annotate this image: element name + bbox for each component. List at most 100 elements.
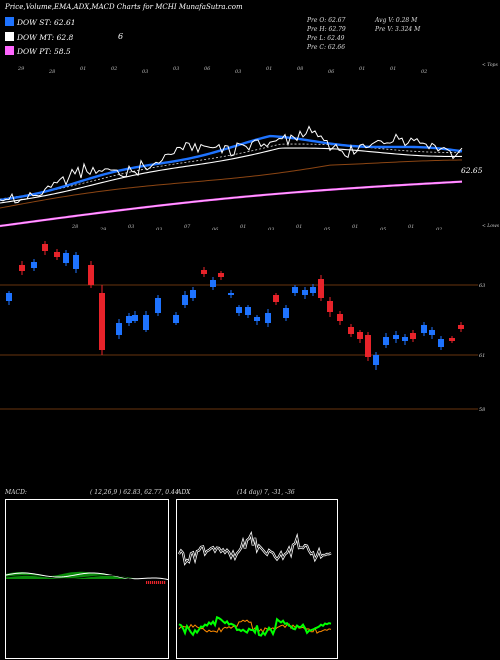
top-marker: 03 xyxy=(235,69,241,75)
candle-body xyxy=(73,255,79,269)
info-low: Pre L: 62.49 xyxy=(307,35,345,42)
legend-pt-label: DOW PT: 58.5 xyxy=(17,47,71,56)
top-marker: 08 xyxy=(297,66,303,72)
candle-body xyxy=(458,325,464,329)
macd-bar xyxy=(158,581,160,584)
legend-mt-swatch xyxy=(5,32,14,41)
st-ema-line xyxy=(0,134,463,202)
top-marker: 02 xyxy=(111,66,117,72)
low-marker: 02 xyxy=(436,227,442,230)
candle-body xyxy=(402,337,408,341)
candle-body xyxy=(155,298,161,313)
top-marker: 01 xyxy=(266,66,272,72)
candle-body xyxy=(310,287,316,293)
candle-body xyxy=(245,307,251,315)
macd-bar xyxy=(146,581,148,584)
top-marker: 03 xyxy=(142,69,148,75)
info-pre-volume: Pre V: 3.324 M xyxy=(375,26,421,33)
candle-body xyxy=(116,323,122,335)
legend-st: DOW ST: 62.61 xyxy=(5,17,76,27)
di-plus-line xyxy=(178,615,332,637)
adx-line xyxy=(178,533,332,564)
candle-body xyxy=(283,308,289,318)
candle-body xyxy=(421,325,427,333)
level-label-58: 58 xyxy=(479,407,485,413)
candle-body xyxy=(42,244,48,251)
ema-low-markers: 28 29 03 03 07 06 01 03 01 05 01 05 01 02 xyxy=(71,224,442,230)
candle-body xyxy=(63,253,69,263)
candle-body xyxy=(132,315,138,321)
macd-line xyxy=(6,572,168,581)
price-label: 62.65 xyxy=(461,166,483,175)
top-marker: 29 xyxy=(17,66,25,72)
adx-values: (14 day) 7, -31, -36 xyxy=(237,489,295,496)
low-marker: 05 xyxy=(324,227,330,230)
low-marker: 01 xyxy=(408,224,414,230)
candle-body xyxy=(449,338,455,341)
top-marker: 06 xyxy=(204,66,211,72)
info-avg-volume: Avg V: 0.28 M xyxy=(375,17,418,24)
info-open: Pre O: 62.67 xyxy=(307,17,346,24)
macd-values: ( 12,26,9 ) 62.83, 62.77, 0.44 xyxy=(90,489,179,496)
pt-ema-line-inner xyxy=(0,181,463,227)
level-label-63: 63 xyxy=(479,283,485,289)
candle-body xyxy=(236,307,242,313)
info-close: Pre C: 62.66 xyxy=(307,44,346,51)
macd-signal-line xyxy=(6,575,168,584)
adx-chart xyxy=(176,499,338,659)
candle-body xyxy=(254,317,260,321)
candle-body xyxy=(126,316,132,323)
top-marker: 03 xyxy=(173,66,179,72)
candles xyxy=(6,241,464,370)
macd-bar xyxy=(162,581,164,584)
candle-body xyxy=(410,333,416,339)
candle-body xyxy=(429,330,435,335)
candle-body xyxy=(143,315,149,330)
legend-mt-extra: 6 xyxy=(118,32,124,41)
macd-bar xyxy=(152,581,154,584)
macd-bar xyxy=(164,581,166,584)
candle-body xyxy=(292,287,298,293)
low-marker: 07 xyxy=(184,224,191,230)
candle-body xyxy=(265,313,271,323)
top-marker: 01 xyxy=(359,66,365,72)
candle-body xyxy=(327,301,333,312)
legend-pt: DOW PT: 58.5 xyxy=(5,46,71,56)
low-marker: 05 xyxy=(380,227,386,230)
macd-bar xyxy=(148,581,150,584)
candle-body xyxy=(373,355,379,365)
macd-bar xyxy=(160,581,162,584)
ema-top-markers: 29 28 01 02 03 03 06 03 01 08 06 01 01 02 xyxy=(17,66,427,75)
macd-label: MACD: xyxy=(5,489,27,496)
top-marker: 28 xyxy=(48,69,55,75)
top-marker: 06 xyxy=(328,69,335,75)
info-high: Pre H: 62.79 xyxy=(307,26,346,33)
mt-ema-line xyxy=(0,147,463,204)
candle-body xyxy=(337,314,343,321)
macd-chart xyxy=(5,499,169,659)
candle-body xyxy=(173,315,179,323)
pt-ema-line xyxy=(0,180,463,228)
legend-pt-swatch xyxy=(5,46,14,55)
candle-body xyxy=(383,337,389,345)
candle-body xyxy=(318,279,324,298)
low-marker: 06 xyxy=(212,227,219,230)
candle-body xyxy=(31,262,37,268)
lt-ema-line xyxy=(0,159,463,209)
macd-bar xyxy=(156,581,158,584)
candle-body xyxy=(54,252,60,257)
legend-mt: DOW MT: 62.8 xyxy=(5,32,73,42)
candle-body xyxy=(201,270,207,274)
low-marker: 03 xyxy=(156,227,162,230)
candle-body xyxy=(88,265,94,285)
top-marker: 02 xyxy=(421,69,427,75)
candle-body xyxy=(393,335,399,339)
low-marker: 01 xyxy=(296,224,302,230)
candle-body xyxy=(357,332,363,339)
top-marker: 01 xyxy=(80,66,86,72)
macd-bar xyxy=(154,581,156,584)
macd-histogram-bars xyxy=(146,581,166,584)
candle-body xyxy=(228,293,234,295)
candle-body xyxy=(182,295,188,305)
candle-body xyxy=(190,290,196,298)
